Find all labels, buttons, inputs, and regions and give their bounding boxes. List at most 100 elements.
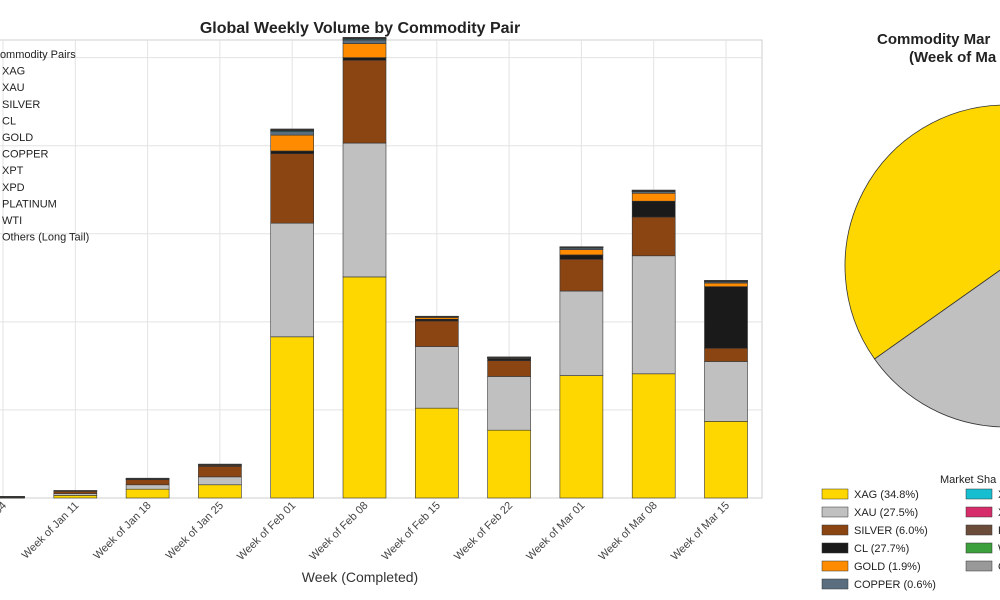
pie-chart-title: Commodity Mar <box>877 31 991 48</box>
bar-legend-label: SILVER <box>2 99 40 111</box>
bar-segment-others-long-tail- <box>342 37 387 39</box>
bar-segment-xag <box>631 373 676 499</box>
bar-chart: Global Weekly Volume by Commodity Pair W… <box>0 20 763 585</box>
bar-segment-silver <box>631 216 676 257</box>
bar-segment-others-long-tail- <box>631 189 676 191</box>
x-tick-label: Week of Jan 18 <box>91 500 153 562</box>
pie-legend-swatch <box>821 488 849 500</box>
pie-slice-xau <box>874 269 1000 428</box>
bar-segment-silver <box>487 360 531 377</box>
pie-legend-label: SILVER (6.0%) <box>854 525 928 537</box>
bar-segment-xau <box>125 484 170 490</box>
bar-segment-gold <box>631 192 676 202</box>
bar-legend-label: PLATINUM <box>2 198 57 210</box>
bar-segment-cl <box>270 150 315 154</box>
bar-legend-title: Commodity Pairs <box>0 49 76 61</box>
x-tick-label: Week of Feb 15 <box>380 500 443 563</box>
bar-segment-xag <box>270 336 315 499</box>
bar-segment-xag <box>414 407 459 499</box>
pie-slice-xag <box>844 104 1000 360</box>
x-tick-label: Week of Jan 11 <box>20 500 82 562</box>
bar-segment-copper <box>0 496 25 498</box>
bar-segment-silver <box>559 259 604 292</box>
bar-segment-silver <box>342 59 387 144</box>
bar-segment-silver <box>704 347 748 362</box>
bar-segment-others-long-tail- <box>270 128 315 130</box>
bar-legend-label: COPPER <box>2 149 49 161</box>
pie-legend-swatch <box>821 542 849 554</box>
x-tick-label: Week of Jan 25 <box>164 500 226 562</box>
pie-legend-label: P <box>998 525 1000 537</box>
bar-segment-cl <box>631 200 676 218</box>
bar-segment-cl <box>342 57 387 61</box>
pie-chart: Commodity Mar (Week of Ma Market Sha XAG… <box>821 31 1000 591</box>
bar-segment-gold <box>559 249 604 256</box>
bar-segment-xag <box>704 421 748 499</box>
bar-segment-copper <box>342 39 387 44</box>
pie-legend-label: X <box>998 489 1000 501</box>
pie-legend-swatch <box>821 524 849 536</box>
pie-legend-label: CL (27.7%) <box>854 543 909 555</box>
bar-legend: Commodity Pairs XAG XAU SILVER CL GOLD COPPER… <box>0 49 89 244</box>
bar-segment-gold <box>270 134 315 152</box>
bar-series <box>0 37 748 499</box>
pie-legend-swatch <box>821 506 849 518</box>
x-tick-label: Week of Mar 15 <box>669 500 732 563</box>
bar-chart-title: Global Weekly Volume by Commodity Pair <box>200 20 520 37</box>
x-tick-label: Week of Feb 22 <box>452 500 515 563</box>
pie-legend-label: XAG (34.8%) <box>854 489 919 501</box>
bar-segment-xau <box>704 361 748 422</box>
pie-chart-subtitle: (Week of Ma <box>909 49 997 66</box>
x-tick-label: Week of Mar 01 <box>524 500 587 563</box>
bar-segment-xag <box>53 495 98 499</box>
x-tick-label: Week of Mar 08 <box>597 500 660 563</box>
bar-segment-xau <box>559 290 604 376</box>
pie-legend-swatch <box>965 506 993 518</box>
bar-segment-copper <box>53 490 98 492</box>
pie-slices <box>844 104 1000 428</box>
bar-segment-xau <box>487 376 531 431</box>
pie-legend-label: COPPER (0.6%) <box>854 579 936 591</box>
bar-segment-xau <box>414 346 459 409</box>
bar-segment-xag <box>125 488 170 499</box>
bar-segment-others-long-tail- <box>559 246 604 248</box>
bar-segment-others-long-tail- <box>414 315 459 318</box>
pie-legend-label: GOLD (1.9%) <box>854 561 921 573</box>
bar-legend-label: XAG <box>2 66 25 78</box>
bar-legend-label: GOLD <box>2 132 33 144</box>
x-tick-label: Week of Feb 08 <box>307 500 370 563</box>
bar-segment-silver <box>198 465 242 478</box>
pie-legend-swatch <box>821 560 849 572</box>
bar-segment-others-long-tail- <box>487 356 531 358</box>
pie-legend-swatch <box>821 578 849 590</box>
bar-legend-label: XPT <box>2 165 24 177</box>
pie-legend: XAG (34.8%) XAU (27.5%) SILVER (6.0%) CL (2… <box>821 488 1000 591</box>
bar-segment-copper <box>270 131 315 136</box>
bar-legend-label: WTI <box>2 215 22 227</box>
bar-segment-xag <box>342 276 387 499</box>
bar-segment-cl <box>559 254 604 260</box>
pie-legend-swatch <box>965 524 993 536</box>
bar-segment-others-long-tail- <box>704 280 748 282</box>
bar-legend-label: XAU <box>2 82 25 94</box>
pie-legend-label: O <box>998 561 1000 573</box>
bar-segment-silver <box>125 479 170 486</box>
bar-segment-silver <box>414 320 459 347</box>
bar-segment-xag <box>487 429 531 499</box>
pie-legend-swatch <box>965 488 993 500</box>
bar-segment-xau <box>342 142 387 278</box>
x-tick-label: Week of Jan 04 <box>0 500 9 562</box>
pie-legend-swatch <box>965 560 993 572</box>
bar-legend-label: Others (Long Tail) <box>2 232 89 244</box>
bar-legend-label: XPD <box>2 182 25 194</box>
pie-legend-title: Market Sha <box>940 474 997 486</box>
bar-segment-gold <box>342 43 387 58</box>
pie-legend-label: W <box>998 543 1000 555</box>
bar-segment-copper <box>125 477 170 480</box>
bar-segment-xau <box>198 476 242 486</box>
pie-legend-label: XAU (27.5%) <box>854 507 918 519</box>
bar-segment-copper <box>198 463 242 465</box>
bar-segment-silver <box>270 153 315 224</box>
